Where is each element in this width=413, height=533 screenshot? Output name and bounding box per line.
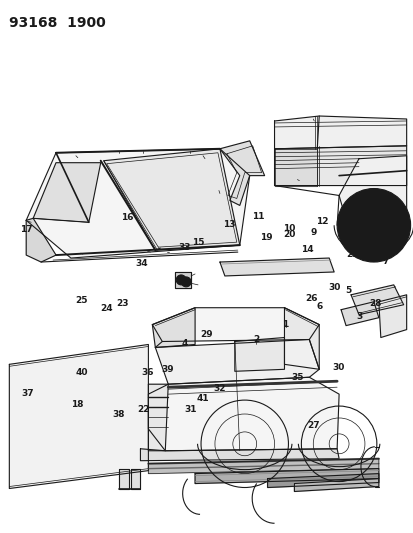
Polygon shape — [219, 258, 333, 276]
Text: 1: 1 — [281, 320, 287, 329]
Text: 30: 30 — [328, 283, 340, 292]
Text: 9: 9 — [310, 228, 316, 237]
Polygon shape — [148, 377, 338, 451]
Text: 7: 7 — [382, 257, 388, 266]
Circle shape — [181, 277, 191, 287]
Text: 10: 10 — [282, 224, 295, 233]
Polygon shape — [152, 308, 318, 342]
Polygon shape — [274, 149, 316, 185]
Circle shape — [336, 189, 410, 262]
Text: 39: 39 — [161, 365, 174, 374]
Text: 21: 21 — [346, 251, 358, 260]
Text: 30: 30 — [332, 362, 344, 372]
Text: 23: 23 — [116, 299, 128, 308]
Text: 41: 41 — [196, 394, 209, 403]
Polygon shape — [338, 156, 406, 230]
Polygon shape — [26, 219, 56, 262]
Text: 3: 3 — [355, 312, 361, 321]
Polygon shape — [152, 308, 195, 348]
Polygon shape — [148, 384, 168, 451]
Polygon shape — [274, 116, 406, 149]
Text: 20: 20 — [282, 230, 295, 239]
Text: 14: 14 — [301, 245, 313, 254]
Text: 4: 4 — [181, 339, 187, 348]
Text: 2: 2 — [253, 335, 259, 344]
Text: 5: 5 — [345, 286, 351, 295]
Polygon shape — [234, 337, 284, 372]
Polygon shape — [148, 459, 378, 474]
Text: 31: 31 — [184, 405, 196, 414]
Text: 32: 32 — [213, 384, 225, 393]
Text: 24: 24 — [100, 304, 112, 313]
Text: 35: 35 — [290, 373, 303, 382]
Text: 29: 29 — [200, 330, 213, 339]
Text: 33: 33 — [178, 244, 190, 253]
Polygon shape — [274, 146, 406, 185]
Text: 26: 26 — [305, 294, 317, 303]
Text: 19: 19 — [260, 233, 272, 242]
Polygon shape — [33, 163, 100, 222]
Text: 6: 6 — [316, 302, 323, 311]
Polygon shape — [219, 141, 264, 205]
Polygon shape — [350, 285, 403, 314]
Text: 37: 37 — [22, 389, 34, 398]
Polygon shape — [155, 340, 318, 384]
Polygon shape — [9, 344, 148, 489]
Text: 11: 11 — [252, 212, 264, 221]
Text: 17: 17 — [20, 225, 32, 234]
Polygon shape — [378, 295, 406, 337]
Polygon shape — [340, 302, 378, 326]
Text: 36: 36 — [141, 368, 153, 377]
Text: 15: 15 — [192, 238, 204, 247]
Polygon shape — [103, 149, 239, 250]
Text: 13: 13 — [223, 220, 235, 229]
Text: 16: 16 — [120, 213, 133, 222]
Polygon shape — [130, 469, 140, 489]
Text: 25: 25 — [75, 296, 88, 305]
Polygon shape — [118, 469, 128, 489]
Text: 8: 8 — [382, 238, 388, 247]
Text: 28: 28 — [368, 299, 381, 308]
Polygon shape — [284, 308, 318, 369]
Polygon shape — [195, 469, 378, 483]
Text: 12: 12 — [315, 217, 328, 226]
Circle shape — [176, 275, 186, 285]
Text: 38: 38 — [112, 410, 125, 419]
Text: 34: 34 — [135, 260, 147, 268]
Polygon shape — [175, 272, 191, 288]
Polygon shape — [140, 449, 338, 461]
Polygon shape — [26, 149, 249, 258]
Text: 27: 27 — [307, 421, 320, 430]
Text: 18: 18 — [71, 400, 83, 409]
Polygon shape — [267, 474, 378, 488]
Polygon shape — [294, 479, 378, 491]
Text: 40: 40 — [75, 368, 88, 377]
Text: 22: 22 — [137, 405, 149, 414]
Text: 93168  1900: 93168 1900 — [9, 15, 106, 30]
